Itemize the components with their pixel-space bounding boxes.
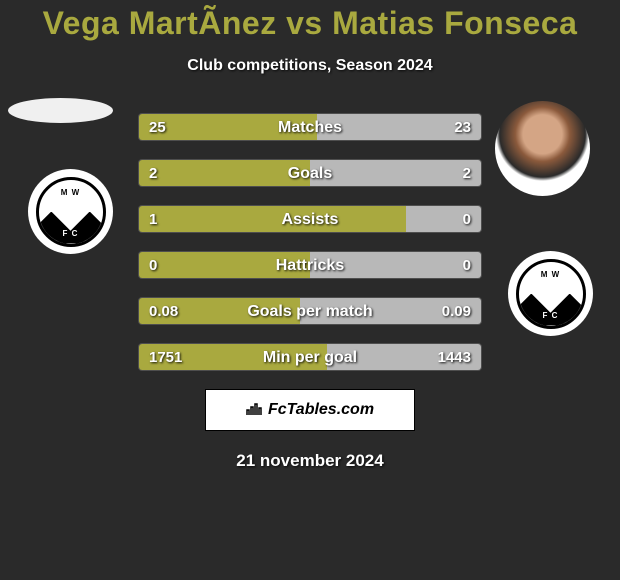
brand-attribution: FcTables.com [205, 389, 415, 431]
club-badge-right: M W F C [508, 251, 593, 336]
stat-label: Assists [139, 206, 481, 233]
stat-label: Goals [139, 160, 481, 187]
stat-label: Goals per match [139, 298, 481, 325]
stat-row: 0.080.09Goals per match [138, 297, 482, 325]
stat-label: Matches [139, 114, 481, 141]
stat-row: 2523Matches [138, 113, 482, 141]
shield-icon: M W F C [516, 259, 586, 329]
comparison-card: Vega MartÃ­nez vs Matias Fonseca Club co… [0, 0, 620, 471]
stat-row: 10Assists [138, 205, 482, 233]
stat-label: Min per goal [139, 344, 481, 371]
club-badge-left: M W F C [28, 169, 113, 254]
shield-icon: M W F C [36, 177, 106, 247]
page-title: Vega MartÃ­nez vs Matias Fonseca [0, 0, 620, 42]
stat-row: 17511443Min per goal [138, 343, 482, 371]
stat-label: Hattricks [139, 252, 481, 279]
brand-text: FcTables.com [268, 401, 374, 419]
date-text: 21 november 2024 [0, 451, 620, 471]
subtitle: Club competitions, Season 2024 [0, 57, 620, 75]
stat-row: 00Hattricks [138, 251, 482, 279]
stat-bars: 2523Matches 22Goals 10Assists 00Hattricks 0.… [138, 113, 482, 371]
player-left-avatar [8, 98, 113, 123]
player-right-avatar [495, 101, 590, 196]
stats-area: M W F C M W F C 2523Matches 22Goals 10Assi… [0, 113, 620, 371]
stat-row: 22Goals [138, 159, 482, 187]
chart-icon [246, 402, 264, 419]
